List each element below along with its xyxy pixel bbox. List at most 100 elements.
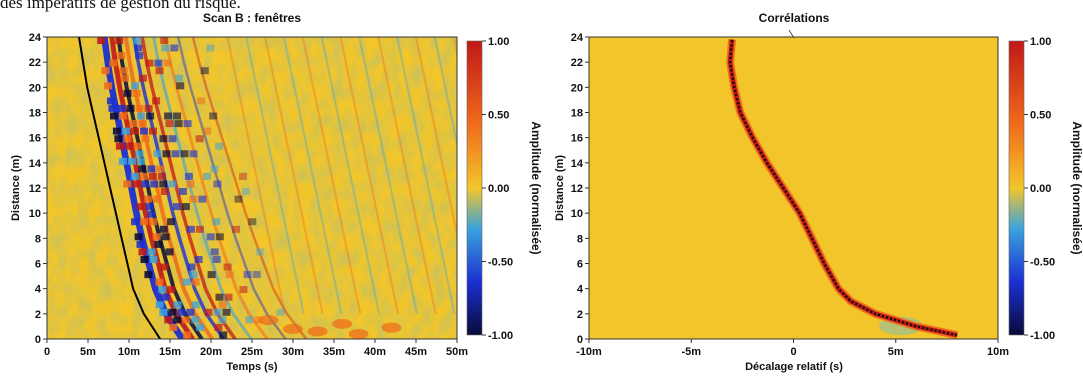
scan-b-diagonal-streak: [433, 37, 457, 150]
scan-b-heatmap-cell: [135, 52, 144, 60]
scan-b-hot-spot: [283, 323, 303, 334]
correlations-y-tick-label: 2: [577, 309, 583, 321]
correlations-peak-line: [728, 39, 958, 337]
correlations-y-tick-label: 20: [571, 82, 583, 94]
scan-b-heatmap-cell: [248, 218, 257, 226]
correlations-x-axis: -10m -5m 0 5m 10m: [576, 339, 1009, 358]
scan-b-heatmap-cell: [182, 278, 191, 286]
correlations-colorbar-tick-label: -1.00: [1030, 330, 1055, 342]
scan-b-heatmap-cell: [136, 203, 145, 211]
correlations-colorbar-tick-label: 0.50: [1030, 110, 1051, 122]
scan-b-diagonal-streak: [226, 37, 286, 315]
scan-b-heatmap-cell: [206, 44, 215, 52]
scan-b-x-tick-label: 25m: [241, 346, 263, 358]
correlations-colorbar-label: Amplitude (normalisée): [1070, 121, 1083, 254]
scan-b-wave-band: [152, 37, 253, 339]
scan-b-hot-spot: [381, 322, 402, 333]
scan-b-heatmap-cell: [118, 157, 127, 165]
scan-b-heatmap-cell: [136, 240, 145, 248]
scan-b-first-arrival-line: [78, 37, 162, 339]
scan-b-heatmap-cell: [161, 293, 170, 301]
correlations-y-tick-label: 6: [577, 259, 583, 271]
scan-b-x-tick-label: 15m: [159, 346, 181, 358]
correlations-x-tick-label: 10m: [987, 346, 1009, 358]
scan-b-heatmap-cell: [191, 301, 200, 309]
correlations-plot-background: [589, 37, 998, 339]
scan-b-heatmap-cell: [159, 225, 168, 233]
correlations-colorbar-gradient: [1008, 40, 1025, 336]
scan-b-heatmap-cell: [141, 135, 150, 143]
scan-b-y-tick-label: 10: [29, 208, 41, 220]
scan-b-heatmap-cell: [276, 308, 285, 316]
scan-b-diagonal-streak: [320, 37, 381, 315]
scan-b-diagonal-streak: [396, 37, 456, 315]
scan-b-cell-layer: [97, 37, 402, 339]
scan-b-heatmap-cell: [169, 323, 178, 331]
scan-b-heatmap-cell: [154, 59, 163, 67]
scan-b-heatmap-cell: [117, 52, 126, 60]
scan-b-heatmap-cell: [161, 233, 170, 241]
scan-b-heatmap-cell: [148, 172, 157, 180]
scan-b-y-tick-label: 6: [35, 259, 41, 271]
scan-b-x-tick-label: 40m: [364, 346, 386, 358]
scan-b-heatmap-cell: [184, 172, 193, 180]
scan-b-y-tick-label: 12: [29, 183, 41, 195]
scan-b-wavefront-bands: [101, 37, 457, 339]
scan-b-colorbar-ticks: 1.00 0.50 0.00 -0.50 -1.00: [482, 36, 513, 342]
scan-b-heatmap-cell: [164, 112, 173, 120]
scan-b-heatmap-cell: [158, 286, 167, 294]
scan-b-heatmap-cell: [138, 120, 147, 128]
scan-b-heatmap-cell: [145, 59, 154, 67]
scan-b-heatmap-cell: [174, 74, 183, 82]
scan-b-colorbar-tick-label: 1.00: [488, 36, 509, 48]
correlations-y-tick-label: 0: [577, 334, 583, 346]
correlations-x-tick-label: 5m: [888, 346, 904, 358]
scan-b-heatmap-cell: [134, 44, 143, 52]
scan-b-heatmap-cell: [110, 112, 118, 120]
correlations-colorbar: 1.00 0.50 0.00 -0.50 -1.00 Amplitude (normal…: [1008, 36, 1083, 342]
scan-b-heatmap-cell: [101, 67, 110, 75]
scan-b-x-tick-label: 10m: [118, 346, 140, 358]
scan-b-heatmap-cell: [123, 89, 132, 97]
scan-b-heatmap-cell: [183, 331, 192, 339]
scan-b-heatmap-cell: [223, 263, 232, 271]
scan-b-heatmap-cell: [135, 150, 144, 158]
scan-b-diagonal-streak: [339, 37, 400, 315]
scan-b-heatmap-cell: [133, 142, 142, 150]
scan-b-diagonal-streak: [301, 37, 362, 315]
scan-b-heatmap-cell: [140, 127, 148, 135]
scan-b-heatmap-cell: [195, 225, 204, 233]
scan-b-heatmap-cell: [239, 286, 248, 294]
scan-b-y-tick-label: 0: [35, 334, 41, 346]
scan-b-hot-spot: [332, 318, 353, 329]
scan-b-heatmap-cell: [141, 180, 150, 188]
scan-b-heatmap-cell: [147, 248, 156, 256]
scan-b-heatmap-chart: Scan B : fenêtres 0 5m 10m 15m 20m 25m 30m 35m 4…: [10, 11, 468, 373]
scan-b-heatmap-cell: [132, 180, 141, 188]
scan-b-heatmap-cell: [219, 331, 228, 339]
scan-b-heatmap-cell: [213, 308, 222, 316]
scan-b-diagonal-streak: [358, 37, 418, 315]
scan-b-heatmap-cell: [159, 135, 168, 143]
scan-b-diagonal-streak: [282, 37, 343, 315]
scan-b-heatmap-cell: [114, 135, 123, 143]
scan-b-heatmap-cell: [178, 188, 187, 195]
scan-b-noise-texture: [47, 37, 457, 339]
scan-b-colorbar-label: Amplitude (normalisée): [529, 121, 543, 254]
scan-b-heatmap-cell: [197, 97, 206, 105]
page-header-text: des impératifs de gestion du risque.: [0, 0, 241, 12]
scan-b-heatmap-cell: [215, 293, 224, 301]
scan-b-heatmap-cell: [146, 112, 155, 120]
scan-b-heatmap-cell: [212, 256, 221, 263]
scan-b-heatmap-cell: [145, 203, 154, 211]
scan-b-heatmap-layer: [47, 37, 457, 339]
scan-b-heatmap-cell: [172, 203, 181, 211]
scan-b-heatmap-cell: [186, 180, 195, 188]
correlations-y-tick-label: 22: [571, 57, 583, 69]
scan-b-heatmap-cell: [112, 127, 121, 135]
scan-b-heatmap-cell: [126, 104, 135, 112]
scan-b-y-tick-label: 2: [35, 309, 41, 321]
scan-b-heatmap-cell: [173, 301, 182, 309]
scan-b-heatmap-cell: [152, 233, 161, 241]
scan-b-heatmap-cell: [133, 37, 142, 44]
